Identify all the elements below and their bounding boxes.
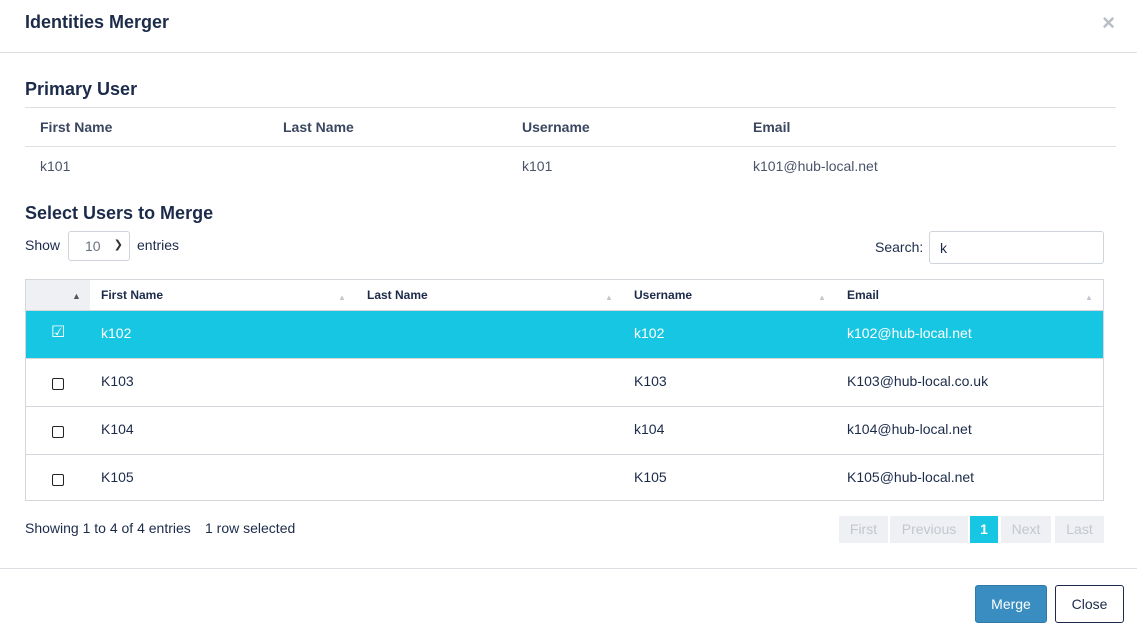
select-column-header[interactable]: ▲ xyxy=(26,280,90,310)
primary-user-title: Primary User xyxy=(25,79,138,99)
header-email: Email xyxy=(753,119,791,135)
header-username: Username xyxy=(522,119,590,135)
select-cell[interactable] xyxy=(26,455,90,502)
table-row[interactable]: ☑ k102 k102 k102@hub-local.net xyxy=(26,311,1103,359)
cell-username: k102 xyxy=(634,325,665,341)
pagination-next[interactable]: Next xyxy=(1001,516,1051,543)
pagination-page-1[interactable]: 1 xyxy=(970,516,998,543)
select-cell[interactable] xyxy=(26,359,90,406)
cell-first-name: k102 xyxy=(101,325,132,341)
search-label: Search: xyxy=(875,239,924,255)
primary-table-header: First Name Last Name Username Email xyxy=(25,108,1116,147)
header-first-name: First Name xyxy=(40,119,113,135)
chevron-down-icon: ❯ xyxy=(113,239,123,251)
entries-length-select[interactable]: 10 ❯ xyxy=(68,231,130,261)
entries-label: entries xyxy=(137,237,180,253)
select-users-title: Select Users to Merge xyxy=(25,203,214,223)
checkbox[interactable] xyxy=(52,426,64,438)
cell-email: K105@hub-local.net xyxy=(847,469,975,485)
primary-first-name: k101 xyxy=(40,158,71,174)
cell-email: k102@hub-local.net xyxy=(847,325,972,341)
search-input[interactable]: k xyxy=(929,231,1104,264)
header-last-name: Last Name xyxy=(283,119,354,135)
cell-first-name: K105 xyxy=(101,469,134,485)
primary-user-row: k101 k101 k101@hub-local.net xyxy=(25,147,1116,186)
primary-user-table: First Name Last Name Username Email k101… xyxy=(25,107,1116,186)
cell-username: k104 xyxy=(634,421,665,437)
table-row[interactable]: K105 K105 K105@hub-local.net xyxy=(26,455,1103,502)
merge-button[interactable]: Merge xyxy=(975,585,1047,623)
modal-title: Identities Merger xyxy=(25,12,170,32)
length-value: 10 xyxy=(85,238,101,254)
sort-icon: ▲ xyxy=(338,293,346,302)
table-info: Showing 1 to 4 of 4 entries xyxy=(25,520,191,536)
cell-email: K103@hub-local.co.uk xyxy=(847,373,989,389)
cell-first-name: K103 xyxy=(101,373,134,389)
close-button[interactable]: Close xyxy=(1055,585,1124,623)
cell-first-name: K104 xyxy=(101,421,134,437)
checkbox[interactable] xyxy=(52,378,64,390)
th-email[interactable]: Email xyxy=(847,288,880,302)
select-cell[interactable] xyxy=(26,407,90,454)
th-last-name[interactable]: Last Name xyxy=(367,288,428,302)
sort-asc-icon: ▲ xyxy=(72,291,81,301)
cell-email: k104@hub-local.net xyxy=(847,421,972,437)
show-label: Show xyxy=(25,237,61,253)
selection-info: 1 row selected xyxy=(205,520,296,536)
sort-icon: ▲ xyxy=(605,293,613,302)
sort-icon: ▲ xyxy=(818,293,826,302)
primary-username: k101 xyxy=(522,158,553,174)
pagination-first[interactable]: First xyxy=(839,516,888,543)
checkbox[interactable] xyxy=(52,474,64,486)
primary-email: k101@hub-local.net xyxy=(753,158,878,174)
th-first-name[interactable]: First Name xyxy=(101,288,164,302)
pagination-last[interactable]: Last xyxy=(1055,516,1104,543)
sort-icon: ▲ xyxy=(1085,293,1093,302)
table-row[interactable]: K103 K103 K103@hub-local.co.uk xyxy=(26,359,1103,407)
th-username[interactable]: Username xyxy=(634,288,693,302)
footer-divider xyxy=(0,568,1137,569)
close-icon[interactable]: × xyxy=(1102,10,1115,35)
cell-username: K105 xyxy=(634,469,667,485)
cell-username: K103 xyxy=(634,373,667,389)
table-row[interactable]: K104 k104 k104@hub-local.net xyxy=(26,407,1103,455)
checkbox-checked-icon[interactable]: ☑ xyxy=(51,324,66,341)
pagination-previous[interactable]: Previous xyxy=(890,516,968,543)
users-table: ▲ First Name ▲ Last Name ▲ Username ▲ Em… xyxy=(25,279,1104,501)
modal-header: Identities Merger × xyxy=(0,0,1137,53)
table-header: ▲ First Name ▲ Last Name ▲ Username ▲ Em… xyxy=(26,280,1103,311)
select-cell[interactable]: ☑ xyxy=(26,311,90,358)
